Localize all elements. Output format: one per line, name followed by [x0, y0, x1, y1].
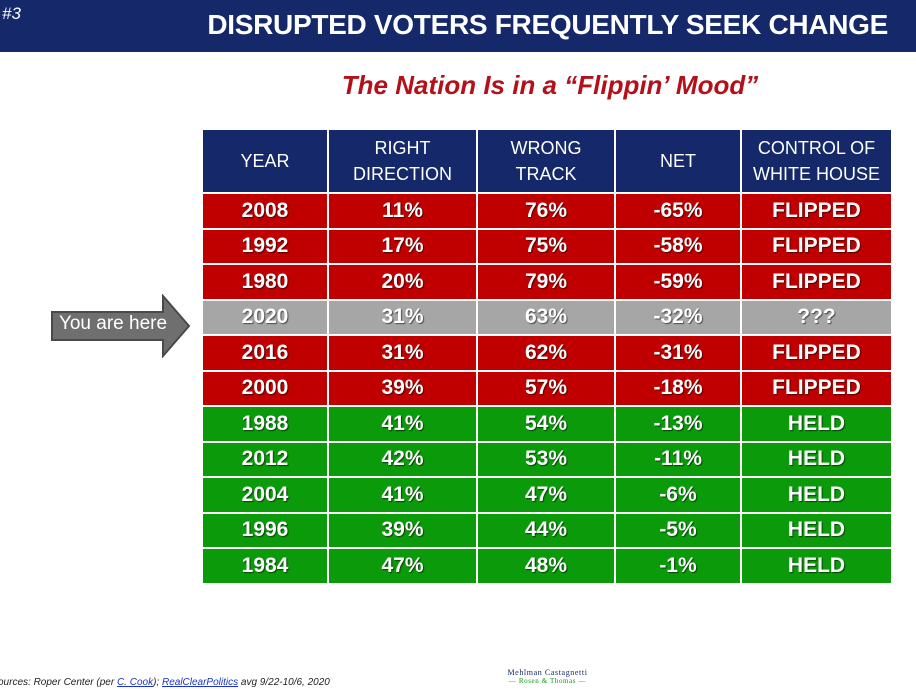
table-row: 2008 11% 76% -65% FLIPPED: [201, 192, 893, 230]
cell-wrong: 53%: [476, 440, 616, 478]
table-row: 1992 17% 75% -58% FLIPPED: [201, 227, 893, 265]
cell-wrong: 76%: [476, 192, 616, 230]
cell-wrong: 57%: [476, 369, 616, 407]
cell-control: FLIPPED: [740, 192, 893, 230]
cell-net: -58%: [614, 227, 742, 265]
source-link-cook[interactable]: C. Cook: [116, 677, 154, 688]
cell-wrong: 75%: [476, 227, 616, 265]
cell-net: -5%: [614, 511, 742, 549]
cell-wrong: 47%: [476, 476, 616, 514]
cell-right: 47%: [327, 547, 478, 585]
cell-control: HELD: [740, 405, 893, 443]
cell-year: 1996: [201, 511, 329, 549]
header-year: YEAR: [201, 128, 329, 194]
table-row: 1980 20% 79% -59% FLIPPED: [201, 263, 893, 301]
cell-year: 1992: [201, 227, 329, 265]
cell-net: -32%: [614, 298, 742, 336]
header-row: YEAR RIGHT DIRECTION WRONG TRACK NET CONTR…: [201, 128, 893, 194]
cell-year: 2016: [201, 334, 329, 372]
cell-year: 1980: [201, 263, 329, 301]
cell-right: 20%: [327, 263, 478, 301]
cell-wrong: 54%: [476, 405, 616, 443]
cell-year: 2020: [201, 298, 329, 336]
table-row: 2016 31% 62% -31% FLIPPED: [201, 334, 893, 372]
cell-control: HELD: [740, 511, 893, 549]
cell-control: FLIPPED: [740, 334, 893, 372]
cell-year: 2000: [201, 369, 329, 407]
mood-table: YEAR RIGHT DIRECTION WRONG TRACK NET CONTR…: [201, 128, 893, 585]
cell-wrong: 62%: [476, 334, 616, 372]
header-wrong-track: WRONG TRACK: [476, 128, 616, 194]
cell-year: 2004: [201, 476, 329, 514]
table-row: 1988 41% 54% -13% HELD: [201, 405, 893, 443]
cell-control: FLIPPED: [740, 263, 893, 301]
cell-wrong: 44%: [476, 511, 616, 549]
cell-year: 1988: [201, 405, 329, 443]
header-net: NET: [614, 128, 742, 194]
cell-net: -13%: [614, 405, 742, 443]
cell-net: -6%: [614, 476, 742, 514]
cell-right: 41%: [327, 405, 478, 443]
cell-control: HELD: [740, 476, 893, 514]
cell-right: 31%: [327, 334, 478, 372]
header-control: CONTROL OF WHITE HOUSE: [740, 128, 893, 194]
table-row: 2000 39% 57% -18% FLIPPED: [201, 369, 893, 407]
cell-net: -11%: [614, 440, 742, 478]
cell-wrong: 79%: [476, 263, 616, 301]
cell-year: 2012: [201, 440, 329, 478]
cell-control: HELD: [740, 547, 893, 585]
cell-wrong: 48%: [476, 547, 616, 585]
cell-right: 11%: [327, 192, 478, 230]
cell-right: 39%: [327, 369, 478, 407]
slide-title: DISRUPTED VOTERS FREQUENTLY SEEK CHANGE: [207, 9, 888, 40]
table-row: 2020 31% 63% -32%???: [201, 298, 893, 336]
cell-control: ???: [740, 298, 893, 336]
cell-net: -31%: [614, 334, 742, 372]
table-row: 1996 39% 44% -5% HELD: [201, 511, 893, 549]
table-row: 2004 41% 47% -6% HELD: [201, 476, 893, 514]
cell-right: 41%: [327, 476, 478, 514]
header-right-direction: RIGHT DIRECTION: [327, 128, 478, 194]
source-link-realclearpolitics[interactable]: RealClearPolitics: [161, 677, 239, 688]
table-row: 1984 47% 48% -1% HELD: [201, 547, 893, 585]
cell-right: 42%: [327, 440, 478, 478]
right-arrow-icon: [51, 294, 191, 358]
cell-year: 2008: [201, 192, 329, 230]
slide-number: #3: [2, 4, 21, 23]
cell-net: -18%: [614, 369, 742, 407]
cell-control: HELD: [740, 440, 893, 478]
subtitle: The Nation Is in a “Flippin’ Mood”: [341, 70, 759, 100]
cell-net: -1%: [614, 547, 742, 585]
cell-net: -59%: [614, 263, 742, 301]
cell-net: -65%: [614, 192, 742, 230]
cell-right: 31%: [327, 298, 478, 336]
title-bar: #3 DISRUPTED VOTERS FREQUENTLY SEEK CHAN…: [0, 0, 916, 52]
cell-control: FLIPPED: [740, 369, 893, 407]
sources-note: ources: Roper Center (per C. Cook); Real…: [0, 677, 330, 688]
cell-wrong: 63%: [476, 298, 616, 336]
company-logo: Mehlman Castagnetti — Rosen & Thomas —: [507, 668, 588, 685]
cell-control: FLIPPED: [740, 227, 893, 265]
you-are-here-label: You are here: [58, 313, 168, 334]
table-row: 2012 42% 53% -11% HELD: [201, 440, 893, 478]
cell-right: 17%: [327, 227, 478, 265]
cell-right: 39%: [327, 511, 478, 549]
cell-year: 1984: [201, 547, 329, 585]
